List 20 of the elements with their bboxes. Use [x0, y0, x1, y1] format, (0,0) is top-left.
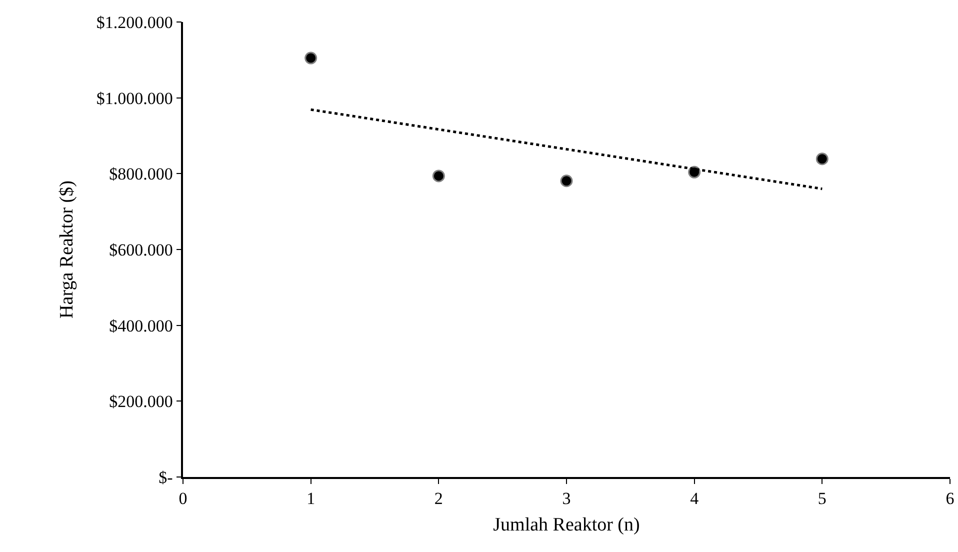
x-tick-label: 5	[818, 489, 826, 508]
x-tick-label: 1	[306, 489, 316, 508]
point	[560, 174, 573, 188]
y-tick-label: $400.000	[109, 316, 173, 336]
x-tick-label: 0	[178, 489, 188, 508]
x-tick-label: 3	[562, 489, 571, 508]
y-tick-label: $1.000.000	[96, 88, 173, 108]
y-axis-title: Harga Reaktor ($)	[56, 180, 78, 318]
point	[816, 152, 828, 166]
x-tick-label: 4	[690, 489, 700, 508]
y-tick-label: $600.000	[109, 240, 173, 260]
point	[304, 52, 318, 64]
y-tick-label: $800.000	[109, 164, 173, 184]
point	[432, 170, 445, 182]
y-tick-label: $1.200.000	[96, 12, 173, 32]
y-tick-label: $-	[158, 468, 174, 487]
y-tick-label: $200.000	[109, 392, 173, 412]
x-tick-label: 2	[434, 489, 443, 508]
x-axis-title: Jumlah Reaktor (n)	[493, 514, 640, 536]
x-tick-label: 6	[946, 489, 954, 508]
